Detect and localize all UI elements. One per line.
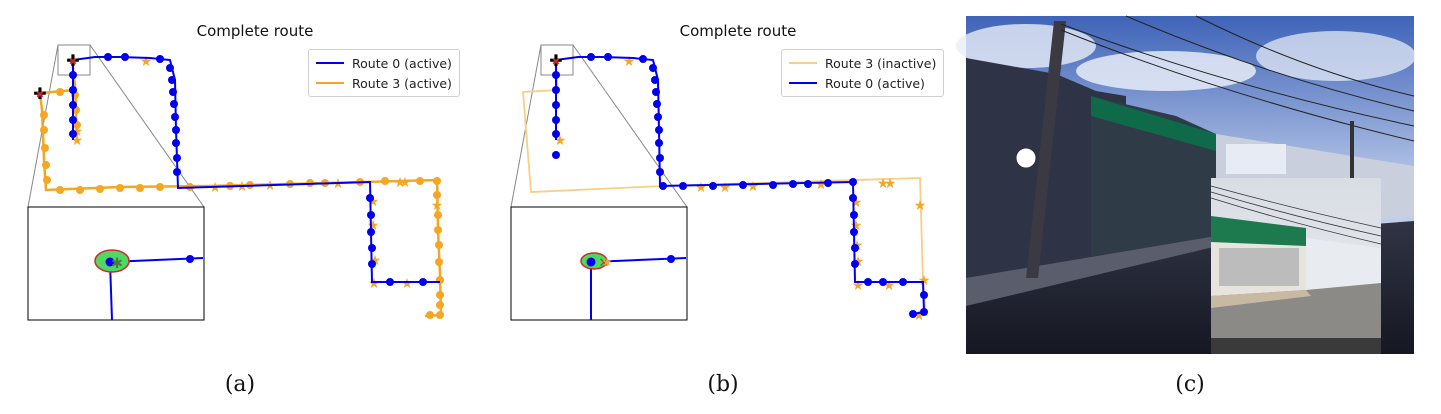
svg-text:★: ★ (914, 198, 927, 214)
svg-text:★: ★ (623, 54, 636, 70)
inset-reference-photo (1210, 178, 1382, 354)
svg-text:★: ★ (140, 54, 153, 70)
svg-text:★: ★ (695, 180, 708, 196)
legend-item: Route 0 (active) (316, 53, 452, 73)
zoom-connector-right (89, 44, 205, 208)
svg-text:★: ★ (877, 176, 890, 192)
route-3-points (40, 88, 444, 319)
svg-text:✖: ✖ (36, 90, 44, 101)
svg-text:★: ★ (815, 177, 828, 193)
svg-text:✖: ✖ (552, 57, 560, 68)
start-marker-b: ✚✖ (549, 51, 562, 70)
start-marker-a: ✚✖ ✚✖ (33, 51, 79, 103)
panel-a: Complete route ★ ★ ★ ★ ★ ★ ★ ★ ★ ★ ★ ★ (0, 0, 470, 414)
legend-swatch (316, 82, 344, 84)
svg-text:✚: ✚ (33, 84, 46, 103)
legend-label: Route 0 (active) (352, 55, 452, 71)
legend-label: Route 3 (active) (352, 75, 452, 91)
svg-text:✱: ✱ (111, 256, 123, 272)
zoom-region-box (540, 44, 574, 76)
legend-swatch (316, 62, 344, 64)
svg-text:★: ★ (918, 273, 931, 289)
route-0-points (552, 53, 928, 318)
legend-item: Route 3 (active) (316, 73, 452, 93)
svg-text:✕: ✕ (599, 256, 610, 271)
svg-text:★: ★ (394, 175, 407, 191)
svg-text:★: ★ (602, 255, 613, 269)
svg-text:★: ★ (209, 180, 222, 196)
svg-text:★: ★ (399, 175, 412, 191)
caption-c: (c) (1175, 372, 1205, 397)
panel-b-route-plot: ★★★ ★★★ ★★★ ★★★ ★★★ ★★ ✚✖ (510, 44, 931, 324)
panel-b: Complete route ★★★ ★★★ ★★★ ★★★ ★★★ ★★ (483, 0, 953, 414)
legend-label: Route 0 (active) (825, 75, 925, 91)
svg-text:★: ★ (368, 276, 381, 292)
route-0-line (72, 56, 440, 283)
svg-text:★: ★ (719, 180, 732, 196)
legend-item: Route 0 (active) (789, 73, 936, 93)
route-0-points (69, 53, 427, 286)
svg-text:✖: ✖ (69, 57, 77, 68)
svg-text:✚: ✚ (549, 51, 562, 70)
svg-text:★: ★ (884, 176, 897, 192)
svg-text:★: ★ (747, 179, 760, 195)
svg-text:★: ★ (401, 276, 414, 292)
panel-a-title: Complete route (196, 22, 314, 40)
caption-a: (a) (224, 372, 256, 397)
svg-text:✚: ✚ (66, 51, 79, 70)
legend-item: Route 3 (inactive) (789, 53, 936, 73)
caption-b: (b) (707, 372, 739, 397)
svg-text:★: ★ (431, 198, 444, 214)
svg-text:★: ★ (852, 278, 865, 294)
legend-swatch (789, 62, 817, 64)
panel-b-legend: Route 3 (inactive) Route 0 (active) (781, 49, 945, 97)
panel-b-title: Complete route (679, 22, 797, 40)
panel-a-route-plot: ★★★ ★ ★ ★ ★★★ ★★★ ★ ★★ ✚✖ ✚✖ ✱ (27, 44, 444, 321)
legend-label: Route 3 (inactive) (825, 55, 937, 71)
panel-a-legend: Route 0 (active) Route 3 (active) (308, 49, 460, 97)
panel-c: (c) (956, 15, 1416, 397)
zoom-connector-right (572, 44, 688, 208)
zoom-region-box (57, 44, 91, 76)
legend-swatch (789, 82, 817, 84)
